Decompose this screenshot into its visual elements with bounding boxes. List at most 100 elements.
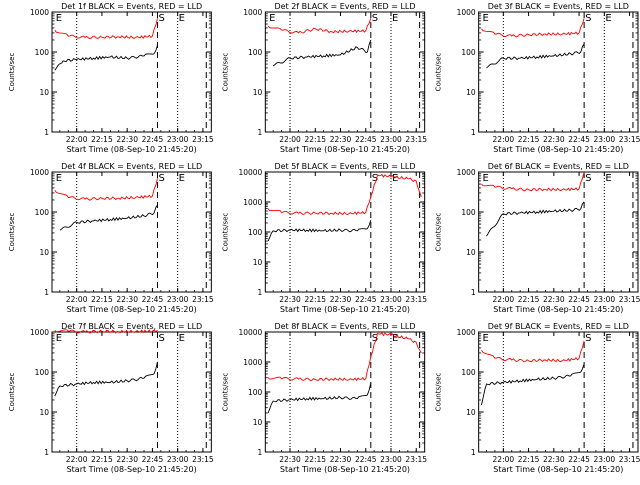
y-tick-label: 1000 (30, 8, 49, 17)
lld-series-line (54, 18, 158, 40)
y-tick-label: 100 (461, 368, 476, 377)
y-tick-label: 1000 (457, 168, 476, 177)
x-tick-label: 23:00 (380, 295, 402, 304)
lld-series-line (481, 18, 585, 38)
events-series-line (481, 363, 585, 406)
x-tick-label: 23:00 (167, 455, 189, 464)
plot-frame (51, 11, 212, 133)
plot-frame (51, 331, 212, 453)
lld-series-line (54, 178, 158, 201)
marker-label-e: E (605, 173, 611, 184)
events-series-line (59, 204, 158, 231)
chart-title: Det 6f BLACK = Events, RED = LLD (488, 162, 629, 171)
x-tick-label: 22:15 (304, 455, 326, 464)
marker-label-e: E (482, 333, 488, 344)
y-tick-label: 10 (466, 248, 476, 257)
marker-label-e: E (392, 333, 398, 344)
x-tick-label: 22:00 (493, 295, 515, 304)
y-tick-label: 1 (471, 128, 476, 137)
x-tick-label: 22:15 (518, 135, 540, 144)
events-series-line (486, 201, 585, 237)
y-axis-label: Counts/sec (435, 373, 443, 412)
lld-series-line (267, 332, 422, 382)
chart-panel-2: Det 2f BLACK = Events, RED = LLD 1 10 100 10… (221, 2, 427, 154)
y-axis-label: Counts/sec (435, 213, 443, 252)
y-tick-label: 1000 (30, 328, 49, 337)
chart-title: Det 4f BLACK = Events, RED = LLD (61, 162, 202, 171)
chart-title: Det 7f BLACK = Events, RED = LLD (61, 322, 202, 331)
x-tick-label: 23:00 (167, 295, 189, 304)
marker-label-s: S (585, 13, 591, 24)
y-axis-label: Counts/sec (435, 53, 443, 92)
x-tick-label: 23:15 (405, 295, 427, 304)
x-tick-label: 22:45 (355, 295, 377, 304)
marker-label-e: E (179, 333, 185, 344)
y-tick-label: 1000 (243, 8, 262, 17)
x-tick-label: 22:30 (116, 295, 138, 304)
chart-title: Det 1f BLACK = Events, RED = LLD (61, 2, 202, 11)
chart-panel-1: Det 1f BLACK = Events, RED = LLD 1 10 100 10… (8, 2, 214, 154)
x-tick-label: 22:30 (279, 295, 301, 304)
plot-frame (264, 331, 426, 453)
events-series-line (267, 219, 372, 242)
marker-label-e: E (482, 173, 488, 184)
y-tick-label: 10 (253, 88, 263, 97)
x-tick-label: 22:30 (330, 295, 352, 304)
y-tick-label: 1 (44, 128, 49, 137)
marker-label-s: S (158, 13, 164, 24)
plot-frame (264, 171, 426, 293)
marker-label-s: S (372, 173, 378, 184)
chart-panel-9: Det 9f BLACK = Events, RED = LLD 1 10 100 10… (435, 322, 640, 474)
x-tick-label: 22:15 (518, 455, 540, 464)
chart-title: Det 8f BLACK = Events, RED = LLD (274, 322, 415, 331)
chart-panel-8: Det 8f BLACK = Events, RED = LLD 1 10 100 10… (221, 322, 427, 474)
y-tick-label: 100 (35, 208, 50, 217)
y-tick-label: 1000 (30, 168, 49, 177)
marker-label-e: E (179, 173, 185, 184)
x-tick-label: 23:00 (594, 455, 616, 464)
lld-series-line (481, 171, 585, 192)
chart-panel-5: Det 5f BLACK = Events, RED = LLD 1 10 100 10… (221, 162, 427, 314)
plot-frame (478, 11, 639, 133)
lld-series-line (267, 18, 372, 34)
y-tick-label: 1 (471, 288, 476, 297)
x-tick-label: 22:00 (66, 295, 88, 304)
marker-label-s: S (585, 333, 591, 344)
y-tick-label: 100 (248, 388, 263, 397)
y-tick-label: 100 (248, 228, 263, 237)
x-tick-label: 22:30 (543, 135, 565, 144)
x-tick-label: 23:15 (619, 455, 640, 464)
y-tick-label: 1000 (243, 358, 262, 367)
lld-series-line (267, 173, 422, 216)
y-tick-label: 1 (44, 448, 49, 457)
marker-label-e: E (605, 333, 611, 344)
x-tick-label: 22:15 (304, 135, 326, 144)
x-tick-label: 23:15 (619, 135, 640, 144)
events-series-line (486, 43, 585, 69)
y-tick-label: 100 (35, 48, 50, 57)
chart-panel-4: Det 4f BLACK = Events, RED = LLD 1 10 100 10… (8, 162, 214, 314)
x-axis-label: Start Time (08-Sep-10 21:45:20) (280, 305, 410, 314)
x-tick-label: 22:15 (91, 135, 113, 144)
x-tick-label: 22:45 (568, 295, 590, 304)
y-axis-label: Counts/sec (8, 373, 16, 412)
marker-label-e: E (605, 13, 611, 24)
x-tick-label: 23:15 (405, 455, 427, 464)
y-tick-label: 1 (258, 448, 263, 457)
y-tick-label: 10000 (238, 328, 262, 337)
chart-title: Det 9f BLACK = Events, RED = LLD (488, 322, 629, 331)
y-tick-label: 10 (466, 88, 476, 97)
marker-label-e: E (179, 13, 185, 24)
chart-panel-3: Det 3f BLACK = Events, RED = LLD 1 10 100 10… (435, 2, 640, 154)
x-tick-label: 23:15 (192, 455, 214, 464)
x-tick-label: 22:45 (568, 455, 590, 464)
x-tick-label: 22:45 (568, 135, 590, 144)
x-tick-label: 22:00 (66, 455, 88, 464)
marker-label-s: S (158, 173, 164, 184)
marker-label-e: E (392, 173, 398, 184)
y-tick-label: 1000 (243, 198, 262, 207)
y-tick-label: 10 (253, 258, 263, 267)
x-axis-label: Start Time (08-Sep-10 21:45:20) (67, 305, 197, 314)
x-axis-label: Start Time (08-Sep-10 21:45:20) (67, 465, 197, 474)
